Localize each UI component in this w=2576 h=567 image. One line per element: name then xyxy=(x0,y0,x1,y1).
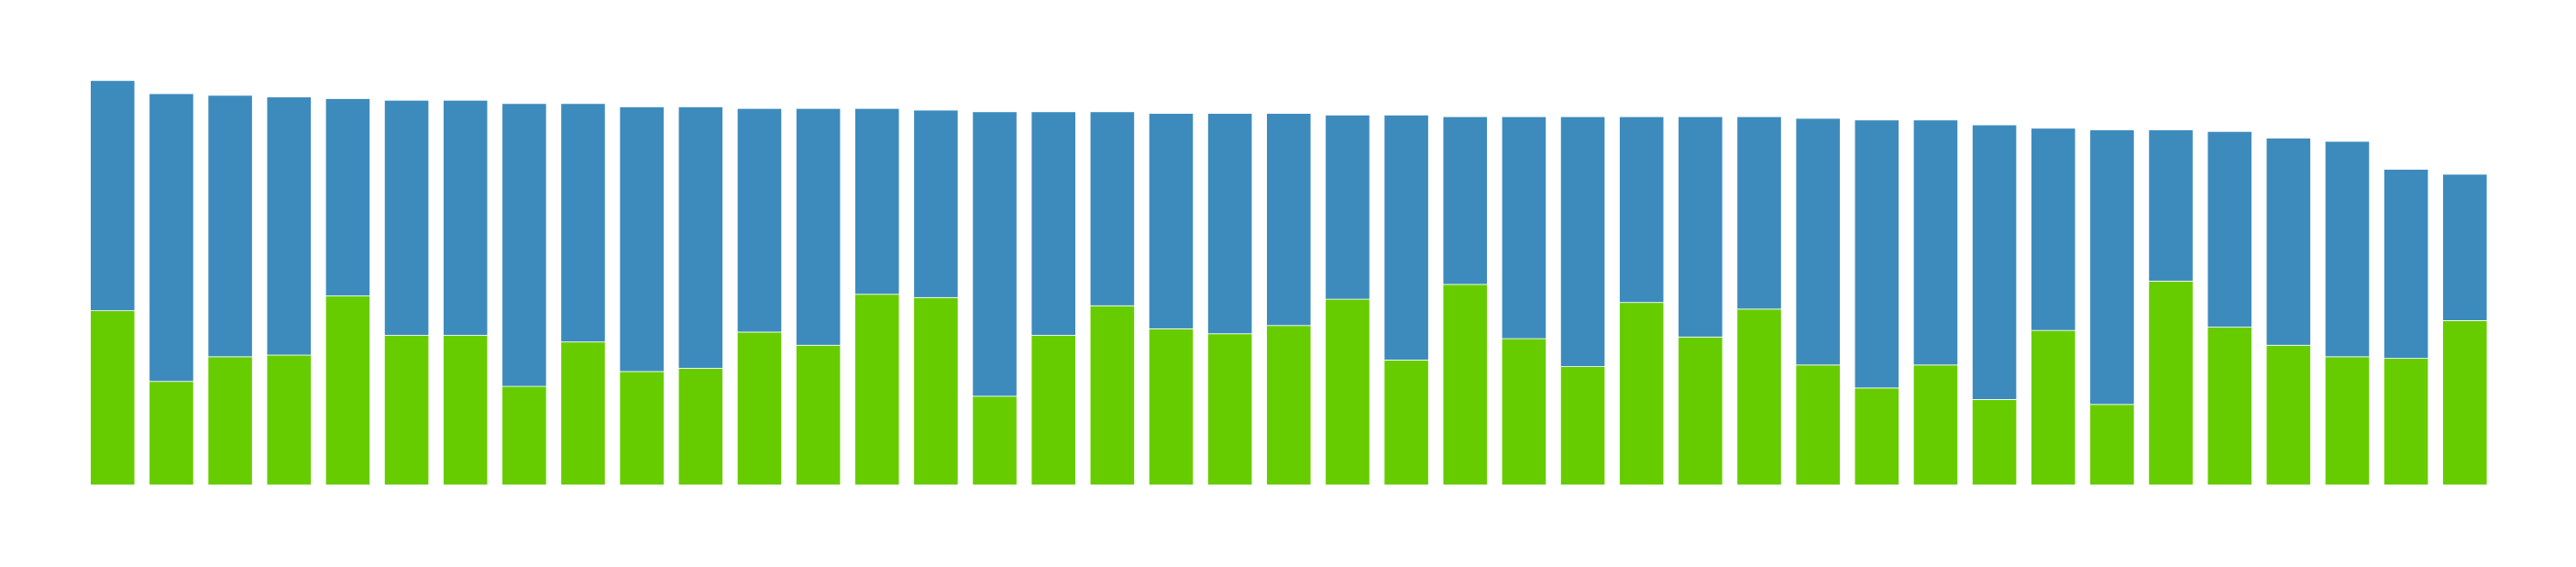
bar-segment xyxy=(736,107,783,333)
bar-segment xyxy=(1736,116,1782,310)
bar-segment xyxy=(619,371,665,485)
bar-segment xyxy=(207,94,253,358)
bar-segment xyxy=(2207,327,2252,485)
bar-segment xyxy=(1325,115,1371,300)
bar-segment xyxy=(736,331,783,486)
bar-segment xyxy=(1148,328,1194,485)
bar-segment xyxy=(2207,130,2252,328)
bar-segment xyxy=(1089,111,1135,306)
bar-segment xyxy=(2442,319,2488,485)
bar-segment xyxy=(677,106,723,369)
bar-segment xyxy=(1266,113,1312,327)
bar-segment xyxy=(1207,333,1253,485)
bar-segment xyxy=(501,385,547,485)
bar-segment xyxy=(796,344,842,486)
bar-segment xyxy=(2265,138,2311,346)
bar-segment xyxy=(325,295,371,485)
bar-segment xyxy=(2031,329,2076,486)
bar-segment xyxy=(1089,305,1135,486)
bar-segment xyxy=(1501,338,1547,486)
bar-segment xyxy=(560,103,606,343)
bar-segment xyxy=(1207,113,1253,335)
bar-segment xyxy=(1383,360,1429,485)
bar-segment xyxy=(2265,344,2311,486)
bar-segment xyxy=(2324,356,2371,486)
bar-segment xyxy=(1854,387,1899,486)
bar-segment xyxy=(2383,169,2429,360)
bar-segment xyxy=(1971,124,2018,400)
bar-segment xyxy=(1030,111,1076,336)
bar-segment xyxy=(972,111,1018,397)
bar-segment xyxy=(2089,404,2135,485)
bar-segment xyxy=(90,310,136,486)
bar-segment xyxy=(2089,129,2135,406)
bar-segment xyxy=(443,335,489,486)
bar-segment xyxy=(1501,116,1547,339)
bar-segment xyxy=(2031,128,2076,331)
bar-segment xyxy=(619,106,665,372)
bar-segment xyxy=(2442,173,2488,321)
bar-segment xyxy=(854,107,900,295)
bar-segment xyxy=(913,109,959,298)
bar-segment xyxy=(1736,308,1782,485)
bar-segment xyxy=(677,367,723,486)
bar-segment xyxy=(149,93,194,383)
bar-segment xyxy=(501,103,547,387)
bar-segment xyxy=(913,296,959,486)
bar-segment xyxy=(2148,280,2194,485)
bar-segment xyxy=(1559,366,1606,485)
bar-segment xyxy=(796,107,842,346)
bar-segment xyxy=(325,98,371,296)
bar-segment xyxy=(1854,119,1899,389)
bar-segment xyxy=(1442,116,1488,285)
bar-segment xyxy=(90,80,136,312)
bar-segment xyxy=(1383,115,1429,361)
bar-segment xyxy=(1266,325,1312,486)
bar-segment xyxy=(854,294,900,485)
bar-segment xyxy=(560,341,606,486)
bar-segment xyxy=(1030,335,1076,486)
bar-segment xyxy=(1619,116,1665,304)
bar-segment xyxy=(2324,140,2371,358)
bar-segment xyxy=(266,96,312,356)
bar-segment xyxy=(972,395,1018,485)
bar-segment xyxy=(1325,298,1371,486)
bar-segment xyxy=(1559,116,1606,367)
bar-segment xyxy=(1442,284,1488,486)
bar-segment xyxy=(383,99,430,336)
bar-segment xyxy=(1678,336,1723,486)
bar-segment xyxy=(383,335,430,486)
bar-segment xyxy=(1619,302,1665,485)
bar-segment xyxy=(266,354,312,486)
bar-segment xyxy=(1795,364,1841,485)
bar-segment xyxy=(1912,364,1959,485)
bar-segment xyxy=(1148,113,1194,329)
bar-segment xyxy=(2148,129,2194,282)
bar-segment xyxy=(1912,119,1959,366)
bar-segment xyxy=(207,356,253,486)
bar-segment xyxy=(1795,117,1841,366)
bar-segment xyxy=(1678,116,1723,338)
bar-segment xyxy=(149,381,194,486)
bar-segment xyxy=(1971,399,2018,485)
bar-segment xyxy=(443,99,489,336)
bar-segment xyxy=(2383,358,2429,485)
